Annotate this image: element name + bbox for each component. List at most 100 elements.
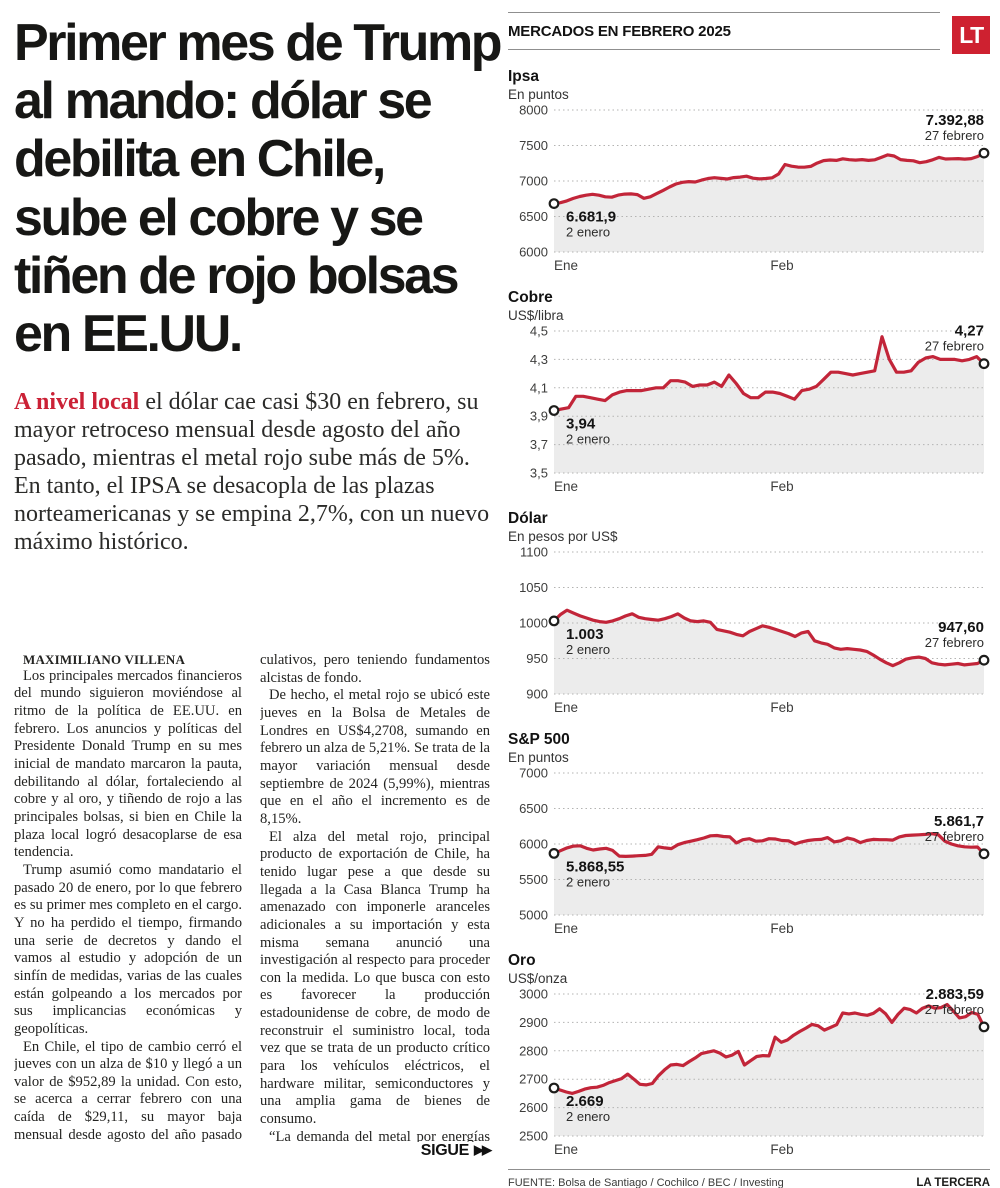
chart-ipsa: Ipsa En puntos 8000 7500 7000 6500 6000 Ene Feb 6…: [508, 68, 990, 275]
x-label-feb: Feb: [770, 700, 793, 715]
price-line: [552, 1002, 986, 1096]
start-date-label: 2 enero: [566, 1109, 610, 1124]
y-tick-label: 3,5: [530, 466, 548, 481]
byline: MAXIMILIANO VILLENA: [23, 652, 186, 667]
continues-marker: SIGUE ▶▶: [330, 1142, 492, 1160]
start-marker: [548, 198, 560, 209]
end-date-label: 27 febrero: [925, 635, 984, 650]
body-paragraph: Los principales mercados financieros del…: [14, 667, 242, 861]
y-tick-label: 3,9: [530, 409, 548, 424]
y-tick-label: 1050: [519, 580, 548, 595]
lede-text: el dólar cae casi $30 en febrero, su may…: [14, 389, 490, 556]
body-paragraph: En Chile, el tipo de cambio cerró el jue…: [14, 1038, 242, 1143]
body-column-1: MAXIMILIANO VILLENA Los principales merc…: [14, 652, 242, 1142]
start-value-label: 3,94: [566, 416, 596, 433]
column1-paragraphs: Los principales mercados financieros del…: [14, 668, 242, 1142]
lede: A nivel local el dólar cae casi $30 en f…: [14, 388, 496, 556]
y-tick-label: 4,1: [530, 380, 548, 395]
y-tick-label: 6000: [519, 245, 548, 260]
panel-footer: FUENTE: Bolsa de Santiago / Cochilco / B…: [508, 1169, 990, 1188]
chart-unit: En pesos por US$: [508, 529, 618, 544]
chart-title: Dólar: [508, 510, 548, 527]
chart-title: S&P 500: [508, 731, 570, 748]
x-label-ene: Ene: [554, 479, 578, 494]
chart-cobre: Cobre US$/libra 4,5 4,3 4,1 3,9 3,7 3,5 Ene Feb 3,…: [508, 289, 990, 496]
y-tick-label: 3000: [519, 987, 548, 1002]
chart-title: Ipsa: [508, 68, 540, 85]
double-arrow-icon: ▶▶: [474, 1142, 492, 1157]
start-marker: [548, 405, 560, 416]
start-value-label: 2.669: [566, 1093, 604, 1110]
end-value-label: 5.861,7: [934, 813, 984, 830]
x-label-feb: Feb: [770, 479, 793, 494]
end-marker: [978, 848, 990, 860]
y-tick-label: 7000: [519, 174, 548, 189]
y-tick-label: 2700: [519, 1072, 548, 1087]
chart-unit: US$/onza: [508, 971, 568, 986]
chart-sp500: S&P 500 En puntos 7000 6500 6000 5500 5000 Ene F…: [508, 731, 990, 938]
y-tick-label: 7000: [519, 766, 548, 781]
chart-plot: 7000 6500 6000 5500 5000 Ene Feb 5.868,552 ener…: [519, 766, 990, 936]
y-tick-label: 6500: [519, 801, 548, 816]
x-label-ene: Ene: [554, 700, 578, 715]
end-date-label: 27 febrero: [925, 1002, 984, 1017]
y-tick-label: 2600: [519, 1100, 548, 1115]
start-date-label: 2 enero: [566, 874, 610, 889]
start-marker: [548, 1082, 560, 1094]
end-marker: [978, 1021, 990, 1033]
y-tick-label: 4,5: [530, 324, 548, 339]
chart-title: Cobre: [508, 289, 553, 306]
price-line: [552, 335, 986, 413]
start-value-label: 5.868,55: [566, 858, 624, 875]
end-value-label: 947,60: [938, 619, 984, 636]
y-tick-label: 1000: [519, 616, 548, 631]
area-fill: [554, 833, 984, 915]
body-column-2: culativos, pero teniendo fundamentos alc…: [260, 652, 490, 1142]
continues-label: SIGUE: [420, 1142, 470, 1159]
chart-oro: Oro US$/onza 3000 2900 2800 2700 2600 2500 Ene Fe…: [508, 952, 990, 1159]
lede-highlight: A nivel local: [14, 389, 140, 415]
x-label-ene: Ene: [554, 1142, 578, 1157]
x-label-ene: Ene: [554, 921, 578, 936]
end-marker: [978, 654, 990, 666]
y-tick-label: 3,7: [530, 437, 548, 452]
y-tick-label: 8000: [519, 103, 548, 118]
x-label-feb: Feb: [770, 1142, 793, 1157]
body-paragraph: El alza del metal rojo, principal produc…: [260, 828, 490, 1128]
area-fill: [554, 1004, 984, 1136]
y-tick-label: 7500: [519, 138, 548, 153]
end-date-label: 27 febrero: [925, 339, 984, 354]
chart-plot: 8000 7500 7000 6500 6000 Ene Feb 6.681,92 enero…: [519, 103, 990, 273]
panel-title: MERCADOS EN FEBRERO 2025: [508, 12, 940, 50]
start-date-label: 2 enero: [566, 225, 610, 240]
x-label-ene: Ene: [554, 258, 578, 273]
body-paragraph: De hecho, el metal rojo se ubicó este ju…: [260, 687, 490, 827]
chart-title: Oro: [508, 952, 536, 969]
chart-unit: En puntos: [508, 87, 569, 102]
start-marker: [548, 615, 560, 627]
y-tick-label: 5000: [519, 908, 548, 923]
y-tick-label: 6000: [519, 837, 548, 852]
chart-plot: 4,5 4,3 4,1 3,9 3,7 3,5 Ene Feb 3,942 enero 4,272…: [530, 323, 990, 494]
chart-unit: En puntos: [508, 750, 569, 765]
body-paragraph: “La demanda del metal por energías limpi…: [269, 1128, 490, 1142]
credit: LA TERCERA: [916, 1177, 990, 1188]
start-date-label: 2 enero: [566, 642, 610, 657]
end-marker: [978, 147, 990, 159]
end-date-label: 27 febrero: [925, 128, 984, 143]
start-value-label: 6.681,9: [566, 209, 616, 226]
y-tick-label: 2500: [519, 1129, 548, 1144]
column2-paragraphs: culativos, pero teniendo fundamentos alc…: [260, 652, 490, 1142]
source-note: FUENTE: Bolsa de Santiago / Cochilco / B…: [508, 1177, 784, 1188]
y-tick-label: 2900: [519, 1015, 548, 1030]
y-tick-label: 900: [526, 687, 548, 702]
x-label-feb: Feb: [770, 921, 793, 936]
chart-unit: US$/libra: [508, 308, 564, 323]
body-paragraph: Trump asumió como mandatario el pasado 2…: [14, 861, 242, 1037]
charts-stack: Ipsa En puntos 8000 7500 7000 6500 6000 Ene Feb 6…: [508, 68, 990, 1159]
y-tick-label: 2800: [519, 1043, 548, 1058]
end-value-label: 7.392,88: [926, 112, 984, 129]
